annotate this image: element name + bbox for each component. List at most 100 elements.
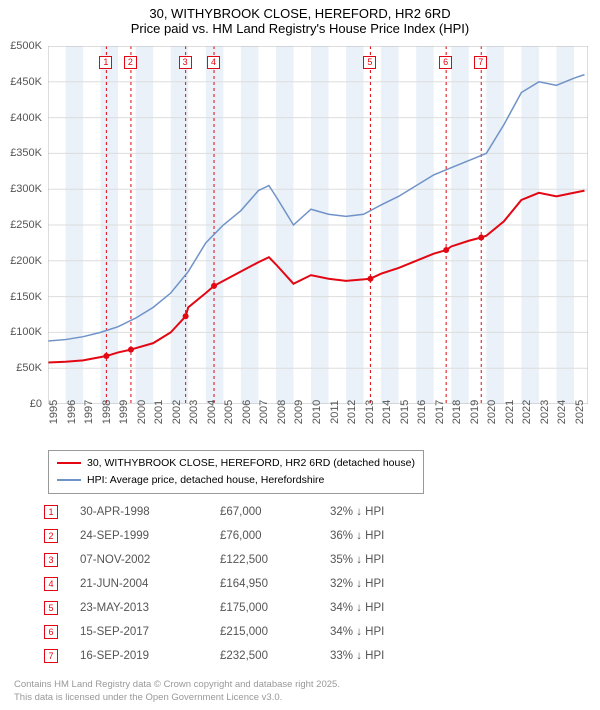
x-tick-label: 2025 xyxy=(574,400,586,424)
sale-date: 24-SEP-1999 xyxy=(80,530,220,542)
x-tick-label: 1997 xyxy=(83,400,95,424)
y-tick-label: £450K xyxy=(10,76,42,88)
x-tick-label: 1999 xyxy=(118,400,130,424)
sale-marker-1: 1 xyxy=(99,56,112,69)
y-tick-label: £100K xyxy=(10,326,42,338)
sale-date: 07-NOV-2002 xyxy=(80,554,220,566)
x-tick-label: 2014 xyxy=(381,400,393,424)
y-tick-label: £150K xyxy=(10,291,42,303)
sales-marker-icon: 5 xyxy=(44,601,58,615)
legend: 30, WITHYBROOK CLOSE, HEREFORD, HR2 6RD … xyxy=(48,450,424,494)
chart-svg xyxy=(48,46,588,404)
sales-marker-icon: 1 xyxy=(44,505,58,519)
sale-price: £76,000 xyxy=(220,530,330,542)
x-tick-label: 2000 xyxy=(136,400,148,424)
x-tick-label: 2018 xyxy=(451,400,463,424)
x-axis: 1995199619971998199920002001200220032004… xyxy=(48,408,588,448)
x-tick-label: 2001 xyxy=(153,400,165,424)
title-block: 30, WITHYBROOK CLOSE, HEREFORD, HR2 6RD … xyxy=(0,0,600,36)
sales-row: 2 24-SEP-1999£76,00036% ↓ HPI xyxy=(44,524,450,548)
x-tick-label: 2023 xyxy=(539,400,551,424)
title-line-1: 30, WITHYBROOK CLOSE, HEREFORD, HR2 6RD xyxy=(0,6,600,21)
x-tick-label: 2008 xyxy=(276,400,288,424)
sales-row: 4 21-JUN-2004£164,95032% ↓ HPI xyxy=(44,572,450,596)
sale-marker-5: 5 xyxy=(363,56,376,69)
sale-date: 21-JUN-2004 xyxy=(80,578,220,590)
x-tick-label: 2024 xyxy=(556,400,568,424)
legend-row: 30, WITHYBROOK CLOSE, HEREFORD, HR2 6RD … xyxy=(57,455,415,472)
sale-price: £175,000 xyxy=(220,602,330,614)
x-tick-label: 2003 xyxy=(188,400,200,424)
y-tick-label: £250K xyxy=(10,219,42,231)
x-tick-label: 2017 xyxy=(434,400,446,424)
sales-row: 6 15-SEP-2017£215,00034% ↓ HPI xyxy=(44,620,450,644)
y-tick-label: £50K xyxy=(16,362,42,374)
sale-marker-6: 6 xyxy=(439,56,452,69)
sales-row: 1 30-APR-1998£67,00032% ↓ HPI xyxy=(44,500,450,524)
sale-marker-7: 7 xyxy=(474,56,487,69)
x-tick-label: 1996 xyxy=(66,400,78,424)
page-container: 30, WITHYBROOK CLOSE, HEREFORD, HR2 6RD … xyxy=(0,0,600,710)
legend-label: HPI: Average price, detached house, Here… xyxy=(87,472,324,489)
sales-marker-icon: 4 xyxy=(44,577,58,591)
sales-row: 716-SEP-2019£232,50033% ↓ HPI xyxy=(44,644,450,668)
x-tick-label: 1998 xyxy=(101,400,113,424)
x-tick-label: 2007 xyxy=(258,400,270,424)
x-tick-label: 2010 xyxy=(311,400,323,424)
x-tick-label: 2012 xyxy=(346,400,358,424)
sale-delta: 32% ↓ HPI xyxy=(330,506,450,518)
sale-delta: 36% ↓ HPI xyxy=(330,530,450,542)
sales-table: 130-APR-1998£67,00032% ↓ HPI224-SEP-1999… xyxy=(44,500,450,668)
x-tick-label: 2020 xyxy=(486,400,498,424)
sale-price: £122,500 xyxy=(220,554,330,566)
x-tick-label: 2013 xyxy=(364,400,376,424)
x-tick-label: 2019 xyxy=(469,400,481,424)
x-tick-label: 2021 xyxy=(504,400,516,424)
sale-date: 15-SEP-2017 xyxy=(80,626,220,638)
sale-marker-2: 2 xyxy=(124,56,137,69)
x-tick-label: 2022 xyxy=(521,400,533,424)
y-tick-label: £0 xyxy=(30,398,42,410)
y-tick-label: £350K xyxy=(10,147,42,159)
y-tick-label: £400K xyxy=(10,112,42,124)
x-tick-label: 2011 xyxy=(329,400,341,424)
x-tick-label: 2002 xyxy=(171,400,183,424)
sales-marker-icon: 3 xyxy=(44,553,58,567)
sale-price: £215,000 xyxy=(220,626,330,638)
legend-row: HPI: Average price, detached house, Here… xyxy=(57,472,415,489)
chart-area: 12 3 4 5 6 7 xyxy=(48,46,588,404)
sale-price: £232,500 xyxy=(220,650,330,662)
sales-marker-icon: 7 xyxy=(44,649,58,663)
footer-line-2: This data is licensed under the Open Gov… xyxy=(14,692,340,704)
sale-delta: 32% ↓ HPI xyxy=(330,578,450,590)
x-tick-label: 2016 xyxy=(416,400,428,424)
x-tick-label: 2015 xyxy=(399,400,411,424)
sales-marker-icon: 6 xyxy=(44,625,58,639)
x-tick-label: 2006 xyxy=(241,400,253,424)
sales-marker-icon: 2 xyxy=(44,529,58,543)
legend-label: 30, WITHYBROOK CLOSE, HEREFORD, HR2 6RD … xyxy=(87,455,415,472)
sale-date: 16-SEP-2019 xyxy=(80,650,220,662)
sale-marker-4: 4 xyxy=(207,56,220,69)
sales-row: 3 07-NOV-2002£122,50035% ↓ HPI xyxy=(44,548,450,572)
sale-delta: 34% ↓ HPI xyxy=(330,626,450,638)
y-tick-label: £500K xyxy=(10,40,42,52)
y-axis: £0£50K£100K£150K£200K£250K£300K£350K£400… xyxy=(0,46,46,404)
sale-delta: 34% ↓ HPI xyxy=(330,602,450,614)
x-tick-label: 2005 xyxy=(223,400,235,424)
sale-date: 30-APR-1998 xyxy=(80,506,220,518)
sale-date: 23-MAY-2013 xyxy=(80,602,220,614)
sale-price: £164,950 xyxy=(220,578,330,590)
sales-row: 5 23-MAY-2013£175,00034% ↓ HPI xyxy=(44,596,450,620)
footer-line-1: Contains HM Land Registry data © Crown c… xyxy=(14,679,340,691)
x-tick-label: 2009 xyxy=(293,400,305,424)
sale-price: £67,000 xyxy=(220,506,330,518)
title-line-2: Price paid vs. HM Land Registry's House … xyxy=(0,21,600,36)
sale-marker-3: 3 xyxy=(179,56,192,69)
x-tick-label: 1995 xyxy=(48,400,60,424)
y-tick-label: £300K xyxy=(10,183,42,195)
footer: Contains HM Land Registry data © Crown c… xyxy=(14,679,340,704)
legend-swatch xyxy=(57,462,81,464)
legend-swatch xyxy=(57,479,81,481)
sale-delta: 35% ↓ HPI xyxy=(330,554,450,566)
